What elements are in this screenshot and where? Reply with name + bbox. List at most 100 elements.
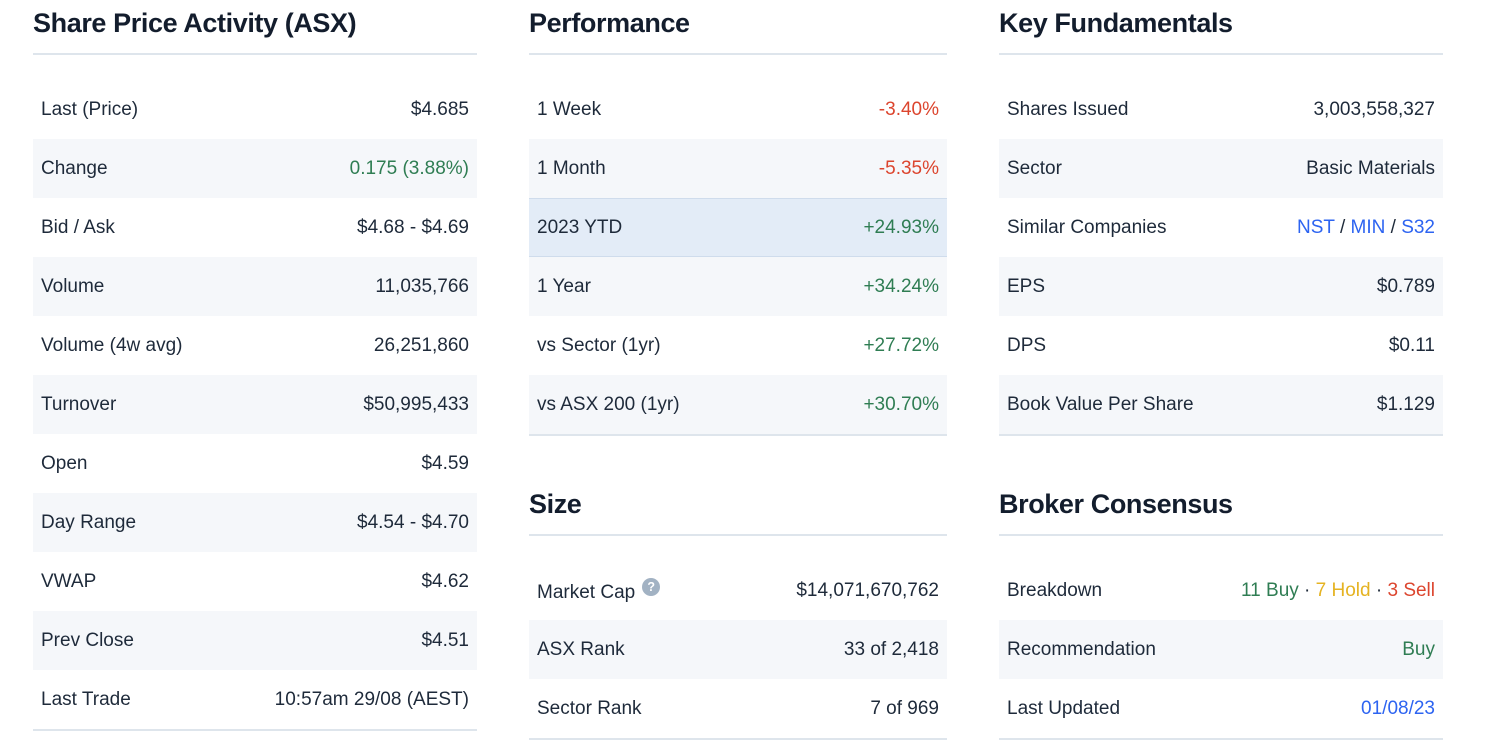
section-performance: Performance 1 Week -3.40% 1 Month -5.35%… xyxy=(529,6,947,436)
row-label: Last (Price) xyxy=(41,98,139,120)
row-2023-ytd: 2023 YTD +24.93% xyxy=(529,198,947,257)
row-volume: Volume 11,035,766 xyxy=(33,257,477,316)
row-label: Volume (4w avg) xyxy=(41,334,183,356)
row-label: vs Sector (1yr) xyxy=(537,334,661,356)
row-turnover: Turnover $50,995,433 xyxy=(33,375,477,434)
row-label: vs ASX 200 (1yr) xyxy=(537,393,680,415)
row-1-month: 1 Month -5.35% xyxy=(529,139,947,198)
row-vwap: VWAP $4.62 xyxy=(33,552,477,611)
row-market-cap: Market Cap? $14,071,670,762 xyxy=(529,561,947,620)
slash-separator: / xyxy=(1334,216,1351,238)
row-label: Turnover xyxy=(41,393,117,415)
row-value: $1.129 xyxy=(1376,393,1435,415)
row-similar-companies: Similar Companies NST / MIN / S32 xyxy=(999,198,1443,257)
row-value: +24.93% xyxy=(863,216,939,238)
row-eps: EPS $0.789 xyxy=(999,257,1443,316)
hold-count: 7 Hold xyxy=(1315,579,1371,601)
row-value: 26,251,860 xyxy=(373,334,469,356)
row-label: Change xyxy=(41,157,108,179)
row-value: $4.51 xyxy=(421,629,469,651)
row-label: Similar Companies xyxy=(1007,216,1167,238)
row-value: +34.24% xyxy=(863,275,939,297)
row-last-trade: Last Trade 10:57am 29/08 (AEST) xyxy=(33,670,477,729)
row-1-week: 1 Week -3.40% xyxy=(529,80,947,139)
fundamentals-table: Shares Issued 3,003,558,327 Sector Basic… xyxy=(999,80,1443,436)
row-value: +27.72% xyxy=(863,334,939,356)
dot-separator: · xyxy=(1370,579,1388,601)
row-label: VWAP xyxy=(41,570,97,592)
row-open: Open $4.59 xyxy=(33,434,477,493)
section-share-price-activity: Share Price Activity (ASX) Last (Price) … xyxy=(33,6,477,731)
row-value: 3,003,558,327 xyxy=(1313,98,1435,120)
row-value: 10:57am 29/08 (AEST) xyxy=(274,688,469,710)
similar-company-link-s32[interactable]: S32 xyxy=(1401,216,1435,238)
section-divider xyxy=(999,53,1443,55)
dot-separator: · xyxy=(1298,579,1316,601)
section-size: Size Market Cap? $14,071,670,762 ASX Ran… xyxy=(529,487,947,740)
row-breakdown: Breakdown 11 Buy · 7 Hold · 3 Sell xyxy=(999,561,1443,620)
similar-company-link-min[interactable]: MIN xyxy=(1350,216,1386,238)
row-recommendation: Recommendation Buy xyxy=(999,620,1443,679)
row-vs-asx-200: vs ASX 200 (1yr) +30.70% xyxy=(529,375,947,434)
row-shares-issued: Shares Issued 3,003,558,327 xyxy=(999,80,1443,139)
row-label: Open xyxy=(41,452,88,474)
row-1-year: 1 Year +34.24% xyxy=(529,257,947,316)
section-title-broker-consensus: Broker Consensus xyxy=(999,489,1233,519)
row-day-range: Day Range $4.54 - $4.70 xyxy=(33,493,477,552)
row-asx-rank: ASX Rank 33 of 2,418 xyxy=(529,620,947,679)
last-updated-link[interactable]: 01/08/23 xyxy=(1361,697,1435,719)
row-label: Recommendation xyxy=(1007,638,1156,660)
row-label: Last Updated xyxy=(1007,697,1121,719)
row-label: Day Range xyxy=(41,511,137,533)
column-fundamentals-broker: Key Fundamentals Shares Issued 3,003,558… xyxy=(999,6,1443,740)
section-divider xyxy=(529,53,947,55)
row-label: Book Value Per Share xyxy=(1007,393,1194,415)
row-dps: DPS $0.11 xyxy=(999,316,1443,375)
row-label: 1 Year xyxy=(537,275,591,297)
row-label: DPS xyxy=(1007,334,1047,356)
row-label: 1 Week xyxy=(537,98,602,120)
row-label: Last Trade xyxy=(41,688,131,710)
row-value: +30.70% xyxy=(863,393,939,415)
row-value: $0.789 xyxy=(1376,275,1435,297)
row-value: 7 of 969 xyxy=(870,697,939,719)
row-change: Change 0.175 (3.88%) xyxy=(33,139,477,198)
row-book-value: Book Value Per Share $1.129 xyxy=(999,375,1443,434)
row-value: 11,035,766 xyxy=(375,275,469,297)
section-broker-consensus: Broker Consensus Breakdown 11 Buy · 7 Ho… xyxy=(999,487,1443,740)
row-last-price: Last (Price) $4.685 xyxy=(33,80,477,139)
row-label: Volume xyxy=(41,275,105,297)
row-value: 33 of 2,418 xyxy=(843,638,939,660)
row-value: 0.175 (3.88%) xyxy=(349,157,469,179)
row-label: 2023 YTD xyxy=(537,216,623,238)
performance-table: 1 Week -3.40% 1 Month -5.35% 2023 YTD +2… xyxy=(529,80,947,436)
section-divider xyxy=(529,534,947,536)
recommendation-value: Buy xyxy=(1402,638,1435,660)
row-label: Shares Issued xyxy=(1007,98,1129,120)
row-value: $14,071,670,762 xyxy=(796,579,939,601)
row-value: $4.68 - $4.69 xyxy=(357,216,469,238)
row-label: Sector xyxy=(1007,157,1062,179)
slash-separator: / xyxy=(1385,216,1402,238)
row-value: -3.40% xyxy=(878,98,939,120)
row-sector-rank: Sector Rank 7 of 969 xyxy=(529,679,947,738)
row-value: -5.35% xyxy=(878,157,939,179)
section-title-size: Size xyxy=(529,489,582,519)
buy-count: 11 Buy xyxy=(1241,579,1299,601)
size-table: Market Cap? $14,071,670,762 ASX Rank 33 … xyxy=(529,561,947,740)
broker-table: Breakdown 11 Buy · 7 Hold · 3 Sell Recom… xyxy=(999,561,1443,740)
similar-company-link-nst[interactable]: NST xyxy=(1297,216,1335,238)
row-value: $4.62 xyxy=(421,570,469,592)
row-value: $0.11 xyxy=(1388,334,1435,356)
row-label: ASX Rank xyxy=(537,638,625,660)
sell-count: 3 Sell xyxy=(1387,579,1435,601)
similar-companies-links: NST / MIN / S32 xyxy=(1297,217,1435,239)
column-share-price: Share Price Activity (ASX) Last (Price) … xyxy=(33,6,477,740)
section-divider xyxy=(999,534,1443,536)
help-icon[interactable]: ? xyxy=(642,577,661,596)
row-last-updated: Last Updated 01/08/23 xyxy=(999,679,1443,738)
share-price-table: Last (Price) $4.685 Change 0.175 (3.88%)… xyxy=(33,80,477,731)
row-label: Breakdown xyxy=(1007,579,1103,601)
row-label: EPS xyxy=(1007,275,1046,297)
